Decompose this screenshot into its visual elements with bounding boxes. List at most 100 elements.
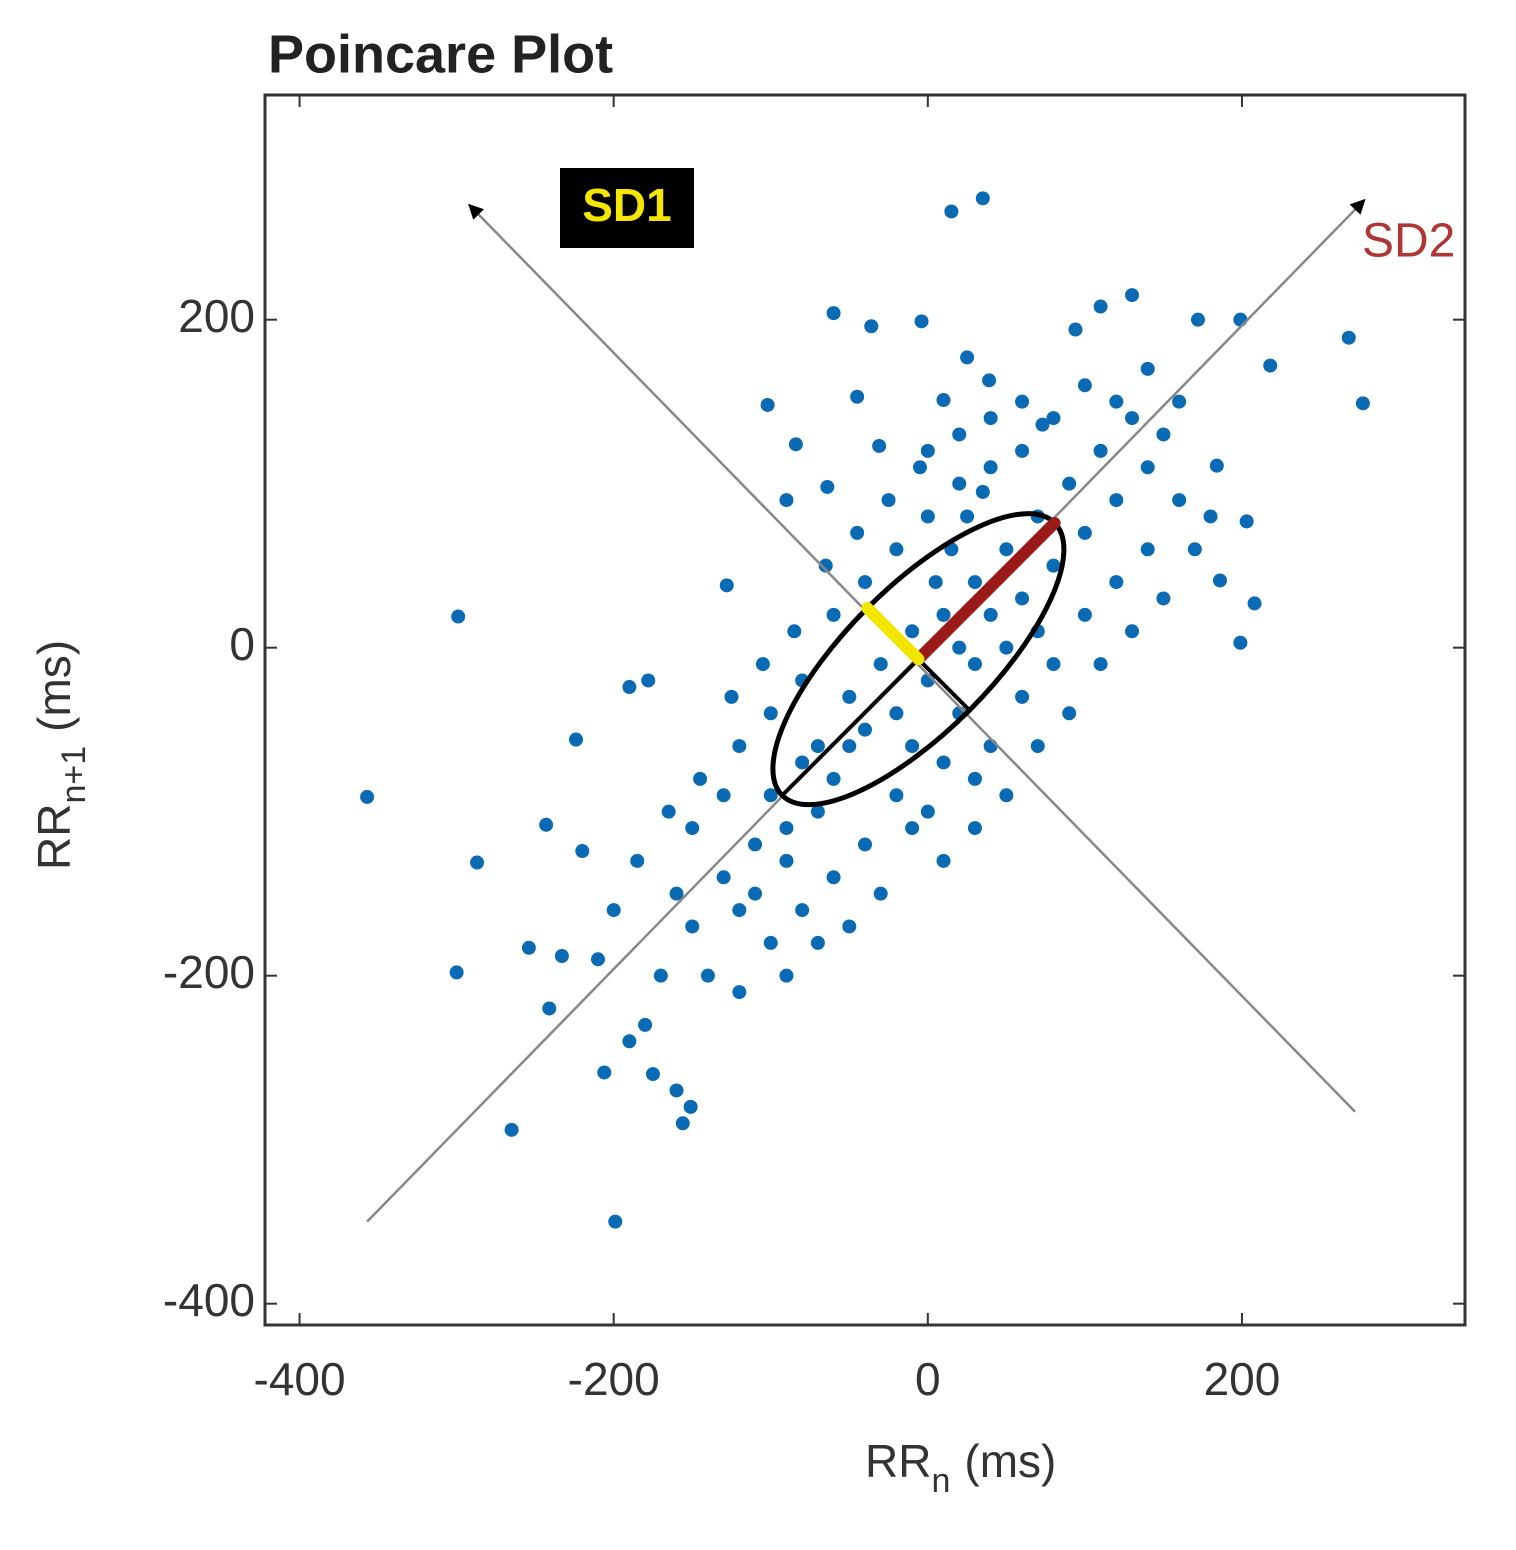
scatter-point [952, 427, 967, 442]
sd1-back-line [916, 657, 971, 712]
scatter-point [622, 680, 637, 695]
scatter-point [1046, 558, 1061, 573]
scatter-point [881, 493, 896, 508]
x-tick-label: 200 [1204, 1353, 1281, 1405]
scatter-point [920, 443, 935, 458]
scatter-point [1233, 635, 1248, 650]
scatter-point [1109, 493, 1124, 508]
scatter-point [1341, 330, 1356, 345]
scatter-point [700, 968, 715, 983]
sd2-segment [912, 516, 1061, 666]
scatter-point [873, 657, 888, 672]
scatter-point [960, 350, 975, 365]
scatter-point [795, 903, 810, 918]
scatter-point [732, 985, 747, 1000]
scatter-point [451, 609, 466, 624]
scatter-point [1109, 394, 1124, 409]
scatter-point [590, 952, 605, 967]
scatter-point [850, 389, 865, 404]
scatter-point [1015, 689, 1030, 704]
scatter-point [826, 870, 841, 885]
scatter-point [889, 542, 904, 557]
scatter-point [1046, 657, 1061, 672]
scatter-point [928, 575, 943, 590]
scatter-point [983, 460, 998, 475]
scatter-point [826, 607, 841, 622]
scatter-point [1015, 394, 1030, 409]
scatter-point [779, 968, 794, 983]
scatter-point [568, 732, 583, 747]
scatter-point [1125, 288, 1140, 303]
scatter-point [842, 739, 857, 754]
scatter-point [858, 722, 872, 737]
scatter-point [724, 689, 739, 704]
x-axis-label: RRn (ms) [865, 1435, 1056, 1500]
scatter-point [858, 837, 872, 852]
scatter-point [788, 437, 803, 452]
scatter-point [763, 706, 778, 721]
scatter-point [597, 1065, 612, 1080]
scatter-point [912, 460, 927, 475]
scatter-point [889, 706, 904, 721]
scatter-point [1172, 394, 1187, 409]
x-tick-label: -400 [254, 1353, 346, 1405]
scatter-point [638, 1017, 653, 1032]
scatter-point [810, 739, 825, 754]
y-tick-label: 0 [229, 618, 255, 670]
scatter-point [779, 821, 794, 836]
scatter-point [967, 771, 982, 786]
scatter-point [1140, 542, 1155, 557]
scatter-point [1247, 596, 1262, 611]
scatter-point [982, 373, 997, 388]
scatter-point [669, 886, 684, 901]
scatter-point [1140, 361, 1155, 376]
scatter-point [554, 949, 569, 963]
scatter-point [542, 1001, 557, 1016]
scatter-point [872, 438, 887, 453]
scatter-point [1015, 591, 1030, 606]
y-label-main: RR [28, 804, 80, 870]
scatter-point [999, 542, 1014, 557]
scatter-point [795, 755, 810, 770]
y-label-sub: n+1 [55, 746, 93, 804]
sd2-label: SD2 [1362, 215, 1455, 268]
scatter-point [1187, 542, 1202, 557]
scatter-point [539, 817, 554, 832]
x-label-unit: (ms) [964, 1435, 1056, 1487]
scatter-point [936, 853, 951, 868]
scatter-point [1233, 312, 1248, 327]
scatter-point [826, 771, 841, 786]
scatter-point [1156, 427, 1171, 442]
y-tick-label: -200 [163, 946, 255, 998]
scatter-point [1077, 378, 1092, 393]
y-axis-label: RRn+1 (ms) [28, 640, 93, 870]
scatter-point [914, 314, 929, 329]
scatter-point [685, 821, 700, 836]
scatter-point [936, 755, 951, 770]
x-label-sub: n [931, 1462, 950, 1500]
scatter-point [1046, 411, 1061, 426]
sd1-label-box [560, 168, 694, 248]
scatter-point [967, 657, 982, 672]
scatter-point [967, 575, 982, 590]
scatter-point [748, 837, 763, 852]
scatter-point [719, 578, 734, 593]
scatter-point [1062, 706, 1077, 721]
scatter-point [960, 509, 975, 524]
scatter-point [999, 640, 1014, 655]
scatter-point [683, 1099, 698, 1114]
scatter-point [1015, 443, 1030, 458]
scatter-point [944, 204, 959, 219]
scatter-point [1125, 411, 1140, 426]
scatter-point [1239, 514, 1254, 529]
scatter-point [936, 393, 951, 408]
x-tick-label: -200 [568, 1353, 660, 1405]
x-tick-label: 0 [915, 1353, 941, 1405]
scatter-point [641, 673, 656, 688]
scatter-point [1109, 575, 1124, 590]
scatter-point [1093, 443, 1108, 458]
scatter-point [661, 804, 676, 819]
scatter-point [1172, 493, 1187, 508]
scatter-point [622, 1034, 637, 1049]
